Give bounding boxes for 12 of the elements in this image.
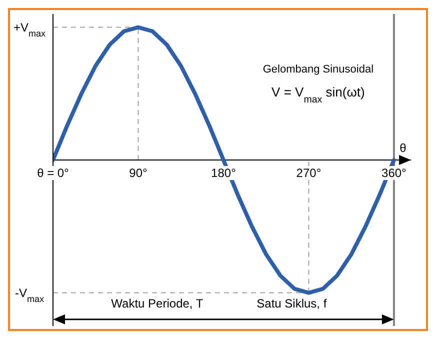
x-tick-label: 360° [382, 166, 407, 180]
text: Gelombang Sinusoidal [262, 63, 374, 76]
text: Waktu Periode, T [111, 296, 204, 310]
text: Satu Siklus, f [256, 296, 328, 310]
x-axis-title: θ [400, 141, 407, 156]
ref-line-label: +V$_{max}$ [13, 20, 46, 38]
ref-line-label: -V$_{max}$ [14, 286, 44, 304]
text: V = V$_{max}$ sin(ωt) [272, 84, 365, 105]
x-tick-label: 270° [296, 166, 322, 180]
x-tick-label: θ = 0° [37, 166, 70, 180]
x-tick-label: 180° [211, 166, 236, 180]
x-tick-label: 90° [129, 166, 148, 180]
